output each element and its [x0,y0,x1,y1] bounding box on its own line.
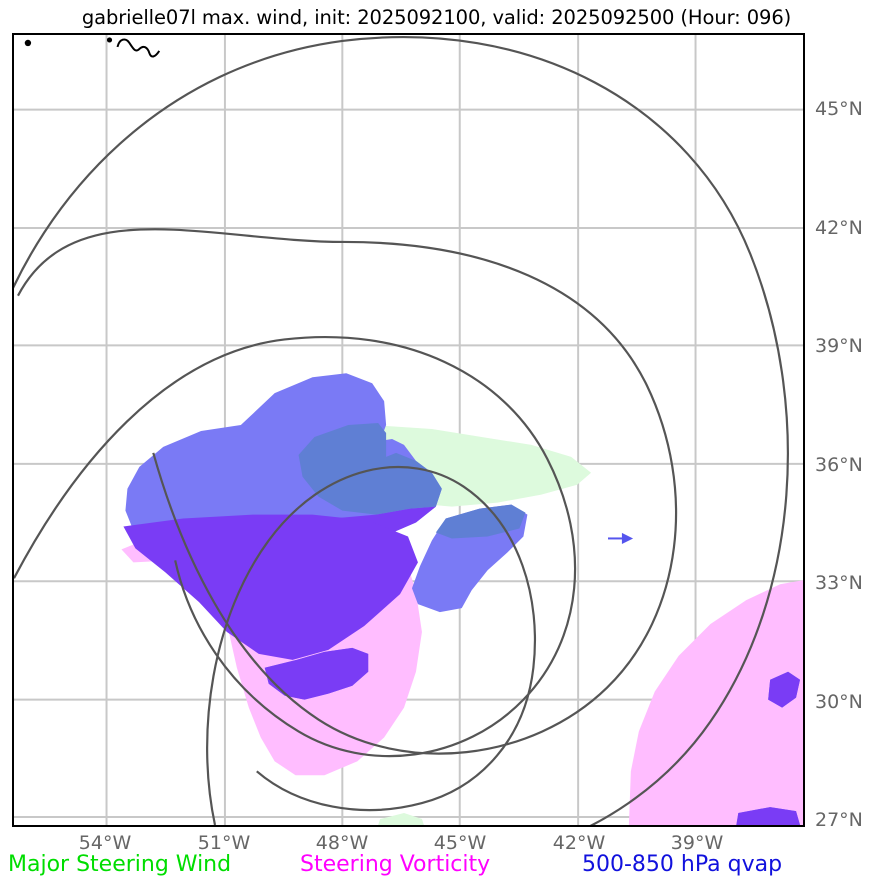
overlap-wind-region-core [298,423,442,515]
marker-dot-center [106,37,113,43]
x-tick-label-5: 39°W [670,832,724,854]
contour-2 [17,228,678,755]
y-tick-label-0: 45°N [815,98,863,120]
y-tick-label-4: 33°N [815,572,863,594]
y-tick-label-5: 30°N [815,691,863,713]
y-tick-label-1: 42°N [815,217,863,239]
legend-item-steering-vorticity: Steering Vorticity [300,852,491,877]
map-plot-area[interactable] [12,33,805,827]
map-canvas [14,35,803,825]
maxwind-contours [14,36,789,825]
contour-4-inner [206,466,537,825]
overlap-region-bottom-edge [736,807,801,825]
wind-region-south-sliver [378,813,424,825]
marker-dot-left [24,39,32,47]
arrow-head [621,532,634,545]
overlap-region-upper-fill [123,514,418,660]
coastline-segment-top [116,38,161,58]
legend-item-major-steering-wind: Major Steering Wind [8,852,232,877]
contour-3 [14,335,577,758]
overlap-qvap-wind [298,423,526,539]
x-tick-label-0: 54°W [78,832,132,854]
overlap-region-far-east-patch [768,671,801,708]
overlap-qvap-vorticity [123,506,801,825]
y-tick-label-2: 39°N [815,335,863,357]
x-tick-label-4: 42°W [552,832,606,854]
wind-vector-arrow [607,532,634,545]
legend-item-qvap: 500-850 hPa qvap [582,852,783,877]
y-tick-label-6: 27°N [815,809,863,831]
overlap-region-southwest-patch [264,647,369,700]
contour-outer-1 [14,36,789,825]
coastline [116,38,161,58]
overlap-wind-region-east [435,504,526,539]
x-tick-label-2: 48°W [315,832,369,854]
vorticity-region-southeast [628,580,803,825]
chart-title: gabrielle07l max. wind, init: 2025092100… [81,6,792,29]
x-tick-label-1: 51°W [197,832,251,854]
y-tick-label-3: 36°N [815,454,863,476]
station-markers [24,37,113,47]
x-tick-label-3: 45°W [433,832,487,854]
